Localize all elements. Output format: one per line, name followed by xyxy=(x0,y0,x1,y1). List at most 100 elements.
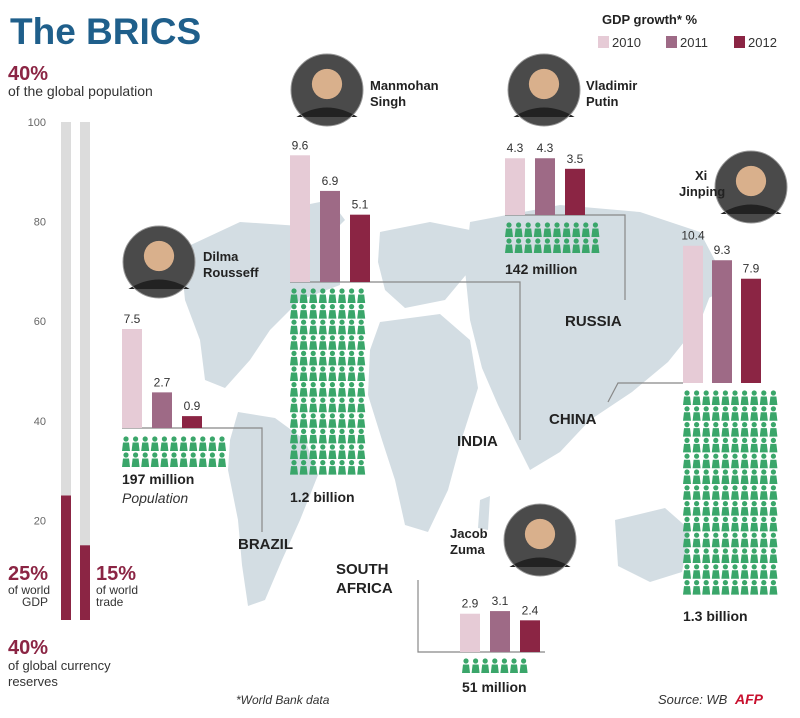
person-icon xyxy=(721,516,730,532)
gdp-bar-russia xyxy=(535,158,555,215)
person-icon xyxy=(347,350,356,366)
person-icon xyxy=(711,406,720,421)
legend-label-2011: 2011 xyxy=(680,35,708,50)
legend-label-2012: 2012 xyxy=(748,35,777,50)
person-icon xyxy=(750,390,759,405)
person-icon xyxy=(683,390,691,405)
population-label-russia: 142 million xyxy=(505,261,577,277)
person-icon xyxy=(347,335,356,350)
person-icon xyxy=(318,350,327,366)
portrait-south-africa xyxy=(503,503,577,577)
person-icon xyxy=(318,304,327,319)
person-icon xyxy=(740,422,749,437)
population-label-brazil: 197 million xyxy=(122,471,194,487)
person-icon xyxy=(357,350,366,366)
person-icon xyxy=(740,564,749,579)
trade-share-stat: 15% xyxy=(96,563,136,585)
person-icon xyxy=(328,335,337,350)
person-icon xyxy=(769,485,778,500)
person-icon xyxy=(500,658,509,673)
person-icon xyxy=(711,437,720,453)
source-credit: Source: WB xyxy=(658,692,728,707)
person-icon xyxy=(357,288,366,303)
person-icon xyxy=(702,453,711,469)
person-icon xyxy=(702,406,711,421)
person-icon xyxy=(692,422,701,437)
person-icon xyxy=(711,564,720,579)
person-icon xyxy=(290,413,298,428)
person-icon xyxy=(131,452,140,467)
country-label-south-africa-2: AFRICA xyxy=(336,580,393,597)
gdp-growth-bars: 7.5 2.7 0.9 9.6 6.9 5.1 4.3 4.3 3.5 10.4 9.3 7.9 2.9… xyxy=(122,138,761,652)
person-icon xyxy=(683,422,691,437)
person-icon xyxy=(769,501,778,516)
person-icon xyxy=(299,382,308,397)
person-icon xyxy=(750,501,759,516)
gdp-value-label-russia: 3.5 xyxy=(567,152,584,166)
person-icon xyxy=(702,469,711,484)
map-europe xyxy=(378,222,470,308)
share-bar xyxy=(61,495,71,620)
person-icon xyxy=(702,548,711,563)
person-icon xyxy=(338,382,346,397)
person-icon xyxy=(309,350,318,366)
person-icon xyxy=(562,222,571,237)
map-madagascar xyxy=(478,496,490,530)
person-icon xyxy=(692,453,701,469)
person-icon xyxy=(347,444,356,459)
person-icon xyxy=(170,452,178,467)
person-icon xyxy=(683,453,691,469)
person-icon xyxy=(591,238,600,253)
person-icon xyxy=(357,366,366,381)
person-icon xyxy=(347,460,356,475)
person-icon xyxy=(357,335,366,350)
person-icon xyxy=(750,564,759,579)
person-icon xyxy=(711,485,720,500)
person-icon xyxy=(683,580,691,595)
person-icon xyxy=(750,516,759,532)
person-icon xyxy=(731,548,739,563)
person-icon xyxy=(357,444,366,459)
person-icon xyxy=(131,436,140,451)
person-icon xyxy=(505,238,513,253)
page-title: The BRICS xyxy=(10,11,201,52)
person-icon xyxy=(328,413,337,428)
person-icon xyxy=(740,580,749,595)
person-icon xyxy=(122,452,130,467)
person-icon xyxy=(692,406,701,421)
person-icon xyxy=(347,382,356,397)
person-icon xyxy=(731,453,739,469)
gdp-bar-china xyxy=(683,245,703,383)
person-icon xyxy=(198,452,207,467)
population-label-south-africa: 51 million xyxy=(462,679,527,695)
person-icon xyxy=(740,516,749,532)
person-icon xyxy=(533,238,542,253)
person-icon xyxy=(721,580,730,595)
person-icon xyxy=(769,437,778,453)
gdp-bar-south-africa xyxy=(490,611,510,652)
person-icon xyxy=(347,397,356,413)
share-axis-tick: 100 xyxy=(28,117,46,129)
person-icon xyxy=(160,436,169,451)
person-icon xyxy=(290,444,298,459)
person-icon xyxy=(198,436,207,451)
gdp-bar-india xyxy=(320,190,340,282)
person-icon xyxy=(299,304,308,319)
person-icon xyxy=(721,453,730,469)
person-icon xyxy=(731,564,739,579)
person-icon xyxy=(711,390,720,405)
legend-label-2010: 2010 xyxy=(612,35,641,50)
gdp-value-label-china: 7.9 xyxy=(743,262,760,276)
person-icon xyxy=(208,436,217,451)
gdp-bar-russia xyxy=(565,168,585,215)
person-icon xyxy=(179,452,188,467)
person-icon xyxy=(750,422,759,437)
person-icon xyxy=(328,366,337,381)
person-icon xyxy=(141,436,150,451)
person-icon xyxy=(524,238,533,253)
share-bar-track xyxy=(61,122,71,620)
person-icon xyxy=(533,222,542,237)
person-icon xyxy=(740,390,749,405)
share-axis-tick: 20 xyxy=(34,515,46,527)
